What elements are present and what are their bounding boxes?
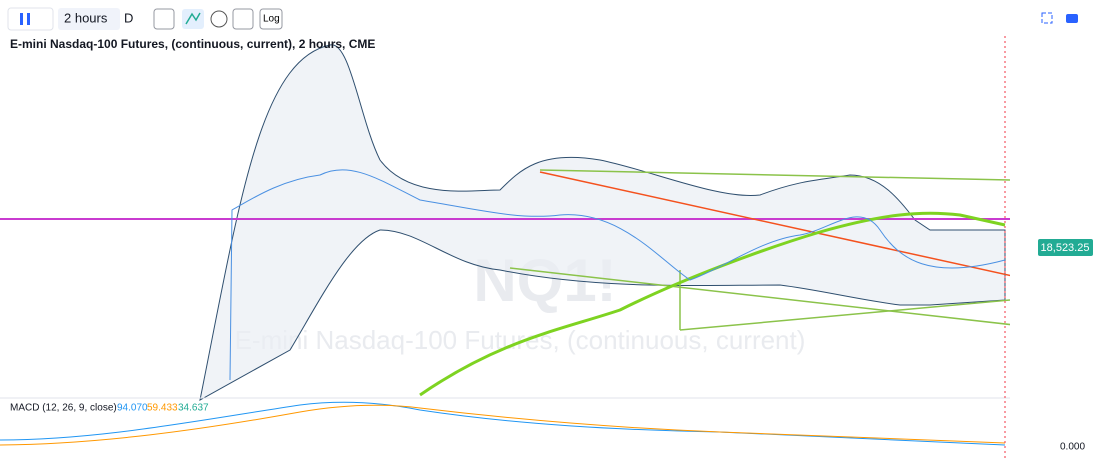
interval-dropdown[interactable] [58, 8, 120, 30]
sma-50-line [419, 211, 1006, 397]
icon [185, 12, 201, 25]
signal-value: 59.433 [147, 403, 178, 414]
current-price-tag [1038, 239, 1093, 256]
current-price: 18,523.25 [1041, 242, 1090, 254]
clock-button[interactable] [210, 10, 228, 28]
interval: 2 hours [64, 10, 108, 25]
bollinger-band [199, 44, 1006, 401]
fullscreen-button[interactable] [1041, 12, 1053, 24]
icon [27, 13, 30, 25]
indicator-button[interactable] [182, 9, 204, 29]
log-button[interactable] [259, 8, 283, 30]
drawing-button[interactable] [232, 8, 254, 30]
trend-line [509, 267, 1086, 334]
histogram-value: 34.637 [178, 403, 209, 414]
macd-axis-label: 0.000 [1060, 442, 1085, 453]
macd-name: MACD (12, 26, 9, close) [10, 403, 117, 414]
settings-button[interactable] [153, 8, 175, 30]
watermark-description: E-mini Nasdaq-100 Futures, (continuous, … [235, 325, 806, 355]
signal-line [0, 404, 1006, 446]
camera-button[interactable] [1066, 14, 1078, 23]
icon [20, 13, 23, 25]
trend-line [679, 299, 1011, 331]
macd-line [0, 401, 1006, 446]
trend-line [539, 169, 1011, 181]
macd-value: 94.070 [117, 403, 148, 414]
chart-style[interactable]: D [124, 10, 133, 25]
chart-type-button[interactable] [7, 7, 54, 31]
log-label: Log [263, 14, 280, 25]
chart-title: E-mini Nasdaq-100 Futures, (continuous, … [10, 37, 375, 51]
vwap-line [229, 169, 1006, 381]
